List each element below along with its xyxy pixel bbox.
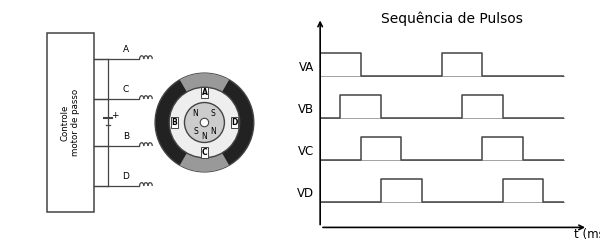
Circle shape xyxy=(200,118,209,127)
Text: t (ms): t (ms) xyxy=(574,228,600,241)
Text: VD: VD xyxy=(297,187,314,200)
Text: VB: VB xyxy=(298,103,314,116)
Circle shape xyxy=(169,87,239,158)
Circle shape xyxy=(155,73,254,172)
Text: S: S xyxy=(193,127,198,136)
Text: S: S xyxy=(211,109,216,118)
Text: Controle
motor de passo: Controle motor de passo xyxy=(61,89,80,156)
Bar xyxy=(47,33,94,212)
Text: D: D xyxy=(232,118,238,127)
Text: Sequência de Pulsos: Sequência de Pulsos xyxy=(381,11,523,26)
Text: A: A xyxy=(122,45,129,54)
Text: C: C xyxy=(202,148,207,157)
Text: N: N xyxy=(211,127,216,136)
Text: A: A xyxy=(202,88,208,97)
Text: N: N xyxy=(202,132,208,141)
Text: B: B xyxy=(172,118,177,127)
Text: VA: VA xyxy=(299,61,314,74)
Text: N: N xyxy=(193,109,199,118)
Text: B: B xyxy=(122,132,129,141)
Text: C: C xyxy=(122,85,129,94)
Text: D: D xyxy=(122,172,129,181)
Wedge shape xyxy=(180,73,229,93)
Wedge shape xyxy=(180,152,229,172)
Text: VC: VC xyxy=(298,145,314,158)
Text: +: + xyxy=(112,111,119,120)
Circle shape xyxy=(184,102,224,142)
